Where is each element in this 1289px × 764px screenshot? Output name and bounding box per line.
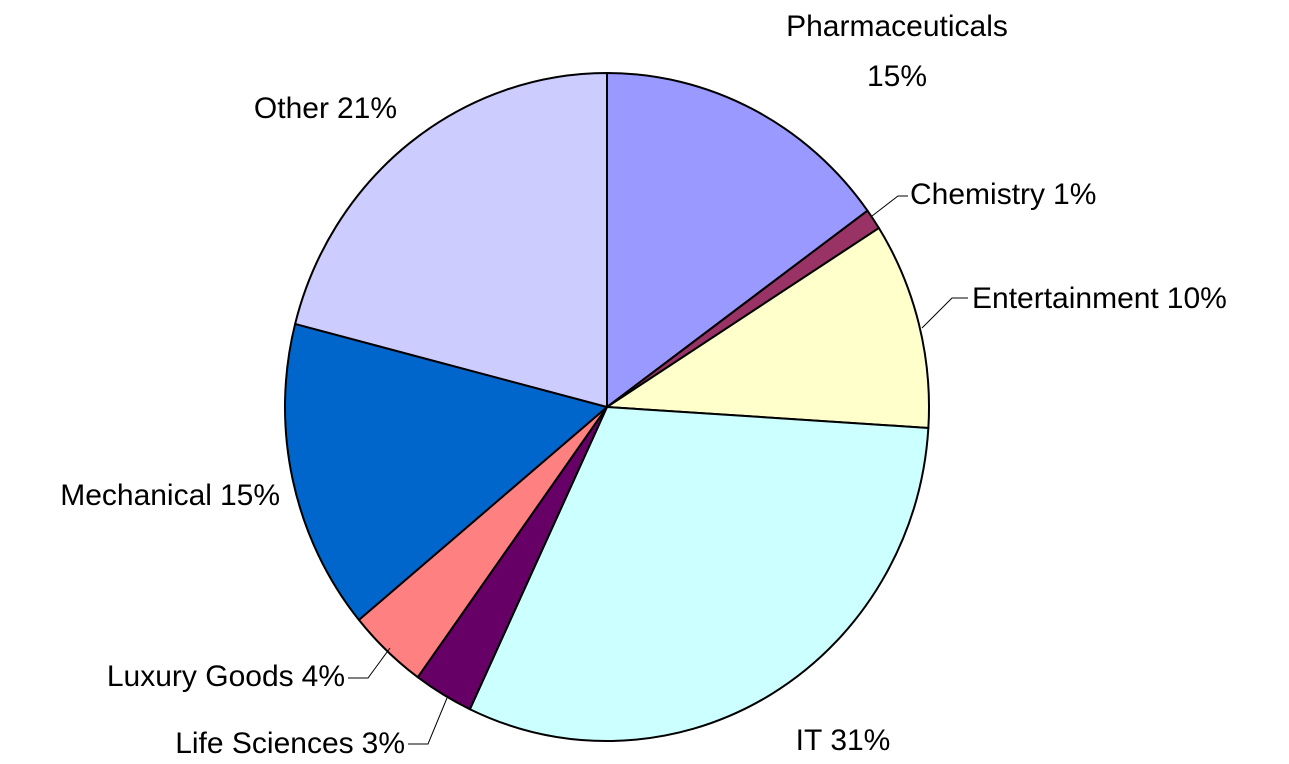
leader-line — [408, 697, 448, 745]
category-name: Chemistry — [910, 178, 1045, 211]
category-name: Luxury Goods — [107, 660, 294, 693]
value-label: 4% — [302, 660, 345, 693]
value-label: 3% — [362, 727, 405, 760]
pie-slice — [468, 406, 930, 742]
category-name: Life Sciences — [175, 727, 353, 760]
slice-label: Chemistry 1% — [910, 178, 1096, 211]
category-name: Other — [254, 92, 329, 125]
slice-label: Other 21% — [254, 92, 397, 125]
value-label: 21% — [337, 92, 397, 125]
value-label: 31% — [830, 724, 890, 757]
slice-label: IT 31% — [796, 724, 891, 757]
slice-label: Luxury Goods 4% — [107, 660, 345, 693]
pie-slice — [294, 72, 608, 408]
value-label: 1% — [1053, 178, 1096, 211]
pie — [284, 72, 930, 742]
category-name: Mechanical — [60, 479, 212, 512]
slice-label: Life Sciences 3% — [175, 727, 405, 760]
leader-line — [871, 195, 908, 217]
value-label: 15% — [220, 479, 280, 512]
category-name: Entertainment — [972, 282, 1159, 315]
pie-slice — [606, 227, 930, 429]
leader-line — [921, 297, 968, 329]
value-label: 15% — [867, 60, 927, 93]
leader-line — [348, 647, 391, 679]
category-name: Pharmaceuticals — [786, 10, 1008, 43]
slice-label: Entertainment 10% — [972, 282, 1227, 315]
pie-slice — [284, 322, 608, 621]
slice-label: Pharmaceuticals 15% — [786, 10, 1008, 93]
value-label: 10% — [1167, 282, 1227, 315]
category-name: IT — [796, 724, 823, 757]
slice-label: Mechanical 15% — [60, 479, 280, 512]
leader-lines — [348, 195, 968, 745]
pie-slice — [606, 72, 869, 408]
